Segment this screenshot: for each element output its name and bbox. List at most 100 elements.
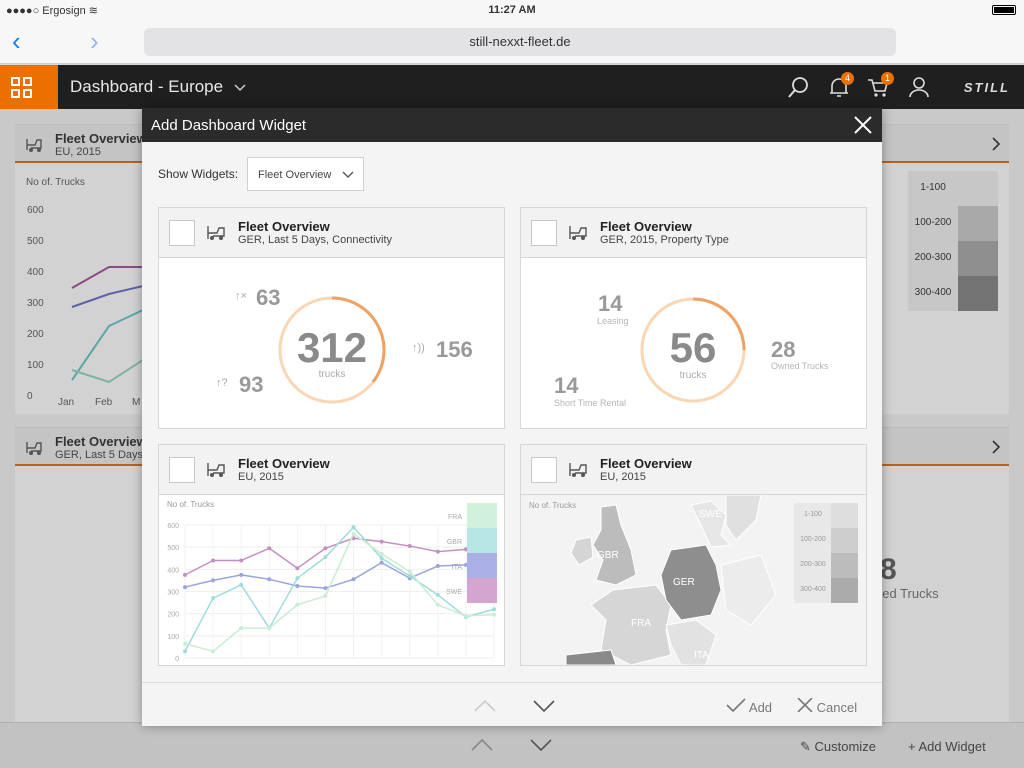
series-point-fra xyxy=(435,549,440,554)
series-point-swe xyxy=(379,551,384,556)
series-point-ita xyxy=(211,596,216,601)
widget-preview: No of. Trucks 600 500 400 300 200 100 0 FRA GBR IT… xyxy=(159,495,504,665)
series-point-fra xyxy=(323,546,328,551)
widget-preview: 56 trucks 14 Leasing 28 Owned Trucks 14 … xyxy=(521,258,866,428)
series-point-gbr xyxy=(351,577,356,582)
series-point-gbr xyxy=(463,562,468,567)
series-point-swe xyxy=(435,602,440,607)
gauge-ring xyxy=(640,297,746,403)
chevron-up-icon[interactable] xyxy=(474,700,496,712)
series-point-fra xyxy=(183,572,187,577)
background-card-subtitle: GER, Last 5 Days, xyxy=(55,449,147,461)
bell-icon[interactable] xyxy=(827,75,851,99)
legend-swatch-fra xyxy=(467,503,497,528)
map-legend-label: 100-200 xyxy=(800,536,826,543)
series-point-swe xyxy=(492,612,496,617)
series-point-swe xyxy=(267,626,272,631)
map-legend-swatch xyxy=(831,553,858,578)
chart-y-tick: 0 xyxy=(175,656,179,663)
background-legend-label: 300-400 xyxy=(914,287,952,298)
background-y-tick: 400 xyxy=(27,267,44,278)
chart-y-label: No of. Trucks xyxy=(167,500,214,509)
series-point-fra xyxy=(379,539,384,544)
widget-card-line-chart[interactable]: Fleet Overview EU, 2015 No of. Trucks 600… xyxy=(158,444,505,666)
still-logo: STILL xyxy=(963,80,1010,95)
background-legend-label: 100-200 xyxy=(914,217,952,228)
app-menu-button[interactable] xyxy=(0,65,58,109)
widget-checkbox[interactable] xyxy=(169,220,195,246)
gauge-unit: trucks xyxy=(679,370,707,381)
cancel-button[interactable]: Cancel xyxy=(797,697,857,715)
widget-checkbox[interactable] xyxy=(169,457,195,483)
add-widget-dialog: Add Dashboard Widget Show Widgets: Fleet… xyxy=(142,108,882,726)
forward-arrow-icon[interactable]: › xyxy=(90,26,99,56)
background-x-tick: M xyxy=(132,397,141,408)
series-point-swe xyxy=(323,593,328,598)
chevron-right-icon[interactable] xyxy=(991,137,1001,151)
series-point-fra xyxy=(295,566,300,571)
clock: 11:27 AM xyxy=(488,4,536,16)
pencil-icon: ✎ xyxy=(800,739,815,754)
forklift-icon xyxy=(569,226,587,240)
chart-y-tick: 500 xyxy=(167,545,179,552)
background-chart-label: No of. Trucks xyxy=(26,177,85,188)
map-label-swe: SWE xyxy=(699,509,722,520)
legend-swatch-ita xyxy=(467,553,497,578)
dashboard-selector[interactable]: Dashboard - Europe xyxy=(70,77,246,97)
back-arrow-icon[interactable]: ‹ xyxy=(12,26,21,56)
widget-header: Fleet Overview GER, Last 5 Days, Connect… xyxy=(159,208,504,258)
background-legend-swatch xyxy=(958,241,998,276)
map-legend-swatch xyxy=(831,503,858,528)
add-button[interactable]: Add xyxy=(726,698,772,715)
widget-filter-select[interactable]: Fleet Overview xyxy=(247,157,364,191)
dialog-footer: Add Cancel xyxy=(142,682,882,726)
status-bar: ●●●●○ Ergosign ≋ 11:27 AM xyxy=(0,0,1024,20)
stat-rental-label: Short Time Rental xyxy=(554,398,627,408)
close-icon[interactable] xyxy=(852,114,874,136)
add-widget-label: Add Widget xyxy=(918,739,986,754)
forklift-icon xyxy=(26,442,42,455)
widget-checkbox[interactable] xyxy=(531,457,557,483)
widget-card-property-type[interactable]: Fleet Overview GER, 2015, Property Type … xyxy=(520,207,867,429)
widget-card-map[interactable]: Fleet Overview EU, 2015 SWE GBR GER FRA … xyxy=(520,444,867,666)
legend-label-fra: FRA xyxy=(448,514,462,521)
cancel-icon xyxy=(797,697,813,713)
chevron-right-icon[interactable] xyxy=(991,440,1001,454)
widget-checkbox[interactable] xyxy=(531,220,557,246)
series-point-swe xyxy=(211,649,216,654)
browser-toolbar: ‹ › still-nexxt-fleet.de xyxy=(0,20,1024,64)
background-legend-swatch xyxy=(958,171,998,206)
series-point-ita xyxy=(407,573,412,578)
disconnected-icon: ↑× xyxy=(235,290,247,302)
background-y-tick: 200 xyxy=(27,329,44,340)
map-legend-label: 200-300 xyxy=(800,561,826,568)
grid-icon xyxy=(23,89,32,98)
background-legend-item: 1-100 xyxy=(908,171,998,206)
map-legend-label: 300-400 xyxy=(800,586,826,593)
chevron-down-icon[interactable] xyxy=(530,739,552,751)
legend-swatch-gbr xyxy=(467,528,497,553)
series-point-swe xyxy=(351,531,356,536)
url-bar[interactable]: still-nexxt-fleet.de xyxy=(144,28,896,56)
series-point-swe xyxy=(239,626,244,631)
stat-owned: 28 xyxy=(771,337,796,362)
legend-swatch-swe xyxy=(467,578,497,603)
widget-subtitle: GER, Last 5 Days, Connectivity xyxy=(238,234,393,246)
search-icon[interactable] xyxy=(787,75,811,99)
widget-card-connectivity[interactable]: Fleet Overview GER, Last 5 Days, Connect… xyxy=(158,207,505,429)
forklift-icon xyxy=(569,463,587,477)
widget-subtitle: EU, 2015 xyxy=(600,471,646,483)
customize-button[interactable]: ✎ Customize xyxy=(800,739,876,755)
background-y-tick: 100 xyxy=(27,360,44,371)
user-icon[interactable] xyxy=(907,75,931,99)
background-card-title: Fleet Overview xyxy=(55,131,147,146)
connected-icon: ↑)) xyxy=(412,342,425,354)
series-point-ita xyxy=(183,649,187,654)
chevron-down-icon[interactable] xyxy=(533,700,555,712)
series-point-ita xyxy=(239,582,244,587)
stat-connected: 156 xyxy=(436,337,473,362)
add-widget-button[interactable]: + Add Widget xyxy=(908,739,986,754)
widget-preview: 312 trucks ↑× 63 ↑)) 156 ↑? 93 xyxy=(159,258,504,428)
checkmark-icon xyxy=(726,698,746,713)
chevron-up-icon[interactable] xyxy=(471,739,493,751)
